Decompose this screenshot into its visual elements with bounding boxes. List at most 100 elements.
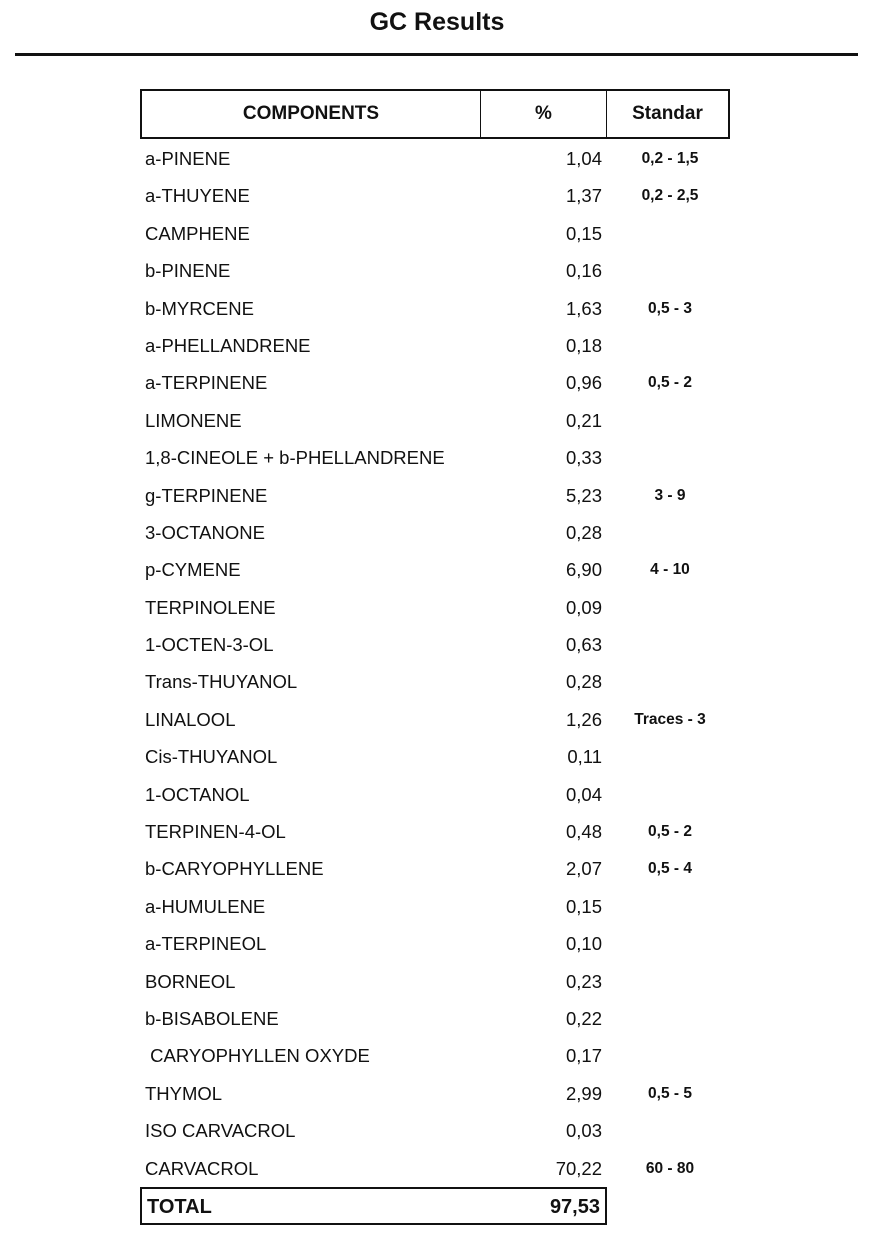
- table-row: g-TERPINENE 5,23 3 - 9: [140, 477, 740, 514]
- component-name: p-CYMENE: [145, 559, 241, 581]
- percent-value: 0,10: [565, 933, 602, 955]
- header-percent: %: [481, 91, 607, 137]
- percent-value: 0,22: [565, 1007, 602, 1029]
- standard-range: 0,5 - 2: [648, 374, 692, 392]
- percent-value: 2,99: [565, 1082, 602, 1104]
- standard-range: 3 - 9: [654, 486, 686, 504]
- component-name: b-CARYOPHYLLENE: [145, 858, 324, 880]
- component-name: 1-OCTEN-3-OL: [145, 634, 274, 656]
- component-name: a-THUYENE: [145, 185, 250, 207]
- table-body: a-PINENE 1,04 0,2 - 1,5 a-THUYENE 1,37 0,2 - …: [140, 140, 740, 1187]
- table-row: 1-OCTANOL 0,04: [140, 776, 740, 813]
- percent-value: 0,09: [565, 596, 602, 618]
- table-row: a-TERPINEOL 0,10: [140, 925, 740, 962]
- component-name: a-TERPINENE: [145, 372, 268, 394]
- table-row: a-PINENE 1,04 0,2 - 1,5: [140, 140, 740, 177]
- percent-value: 2,07: [565, 858, 602, 880]
- standard-range: Traces - 3: [634, 710, 706, 728]
- component-name: CARVACROL: [145, 1157, 259, 1179]
- percent-value: 0,21: [565, 409, 602, 431]
- title-divider: [15, 53, 858, 56]
- component-name: b-MYRCENE: [145, 297, 254, 319]
- component-name: LINALOOL: [145, 708, 236, 730]
- component-name: g-TERPINENE: [145, 484, 268, 506]
- standard-range: 0,2 - 2,5: [641, 187, 699, 205]
- table-row: CARYOPHYLLEN OXYDE 0,17: [140, 1037, 740, 1074]
- percent-value: 1,26: [565, 708, 602, 730]
- table-row: 3-OCTANONE 0,28: [140, 514, 740, 551]
- standard-range: 4 - 10: [650, 561, 690, 579]
- component-name: CAMPHENE: [145, 222, 250, 244]
- component-name: THYMOL: [145, 1082, 223, 1104]
- table-row: ISO CARVACROL 0,03: [140, 1112, 740, 1149]
- percent-value: 1,37: [565, 185, 602, 207]
- percent-value: 0,23: [565, 970, 602, 992]
- standard-range: 0,5 - 5: [648, 1084, 692, 1102]
- page-title: GC Results: [369, 8, 505, 36]
- total-label: TOTAL: [147, 1196, 212, 1218]
- percent-value: 0,28: [565, 521, 602, 543]
- component-name: b-BISABOLENE: [145, 1007, 279, 1029]
- total-value: 97,53: [549, 1196, 600, 1218]
- header-standard: Standar: [632, 103, 703, 124]
- percent-value: 0,63: [565, 634, 602, 656]
- percent-value: 0,33: [565, 447, 602, 469]
- standard-range: 0,5 - 3: [648, 299, 692, 317]
- component-name: CARYOPHYLLEN OXYDE: [145, 1045, 370, 1067]
- table-row: BORNEOL 0,23: [140, 963, 740, 1000]
- table-row: b-MYRCENE 1,63 0,5 - 3: [140, 290, 740, 327]
- percent-value: 0,48: [565, 821, 602, 843]
- component-name: TERPINOLENE: [145, 596, 276, 618]
- percent-value: 0,16: [565, 260, 602, 282]
- component-name: Trans-THUYANOL: [145, 671, 298, 693]
- percent-value: 6,90: [565, 559, 602, 581]
- component-name: 1-OCTANOL: [145, 783, 250, 805]
- percent-value: 70,22: [555, 1157, 602, 1179]
- total-row: TOTAL 97,53: [140, 1187, 607, 1225]
- table-row: a-THUYENE 1,37 0,2 - 2,5: [140, 177, 740, 214]
- standard-range: 60 - 80: [645, 1159, 695, 1177]
- component-name: BORNEOL: [145, 970, 236, 992]
- standard-range: 0,5 - 2: [648, 823, 692, 841]
- percent-value: 0,17: [565, 1045, 602, 1067]
- component-name: a-HUMULENE: [145, 895, 266, 917]
- table-row: THYMOL 2,99 0,5 - 5: [140, 1075, 740, 1112]
- table-row: p-CYMENE 6,90 4 - 10: [140, 551, 740, 588]
- header-components: COMPONENTS: [142, 91, 481, 137]
- table-header: COMPONENTS % Standar: [140, 89, 730, 139]
- standard-range: 0,2 - 1,5: [641, 150, 699, 167]
- component-name: Cis-THUYANOL: [145, 746, 278, 768]
- percent-value: 1,63: [565, 297, 602, 319]
- component-name: b-PINENE: [145, 260, 231, 282]
- percent-value: 5,23: [565, 484, 602, 506]
- table-row: CAMPHENE 0,15: [140, 215, 740, 252]
- component-name: ISO CARVACROL: [145, 1120, 296, 1142]
- table-row: 1-OCTEN-3-OL 0,63: [140, 626, 740, 663]
- standard-range: 0,5 - 4: [648, 860, 692, 878]
- table-row: CARVACROL 70,22 60 - 80: [140, 1150, 740, 1187]
- table-row: 1,8-CINEOLE + b-PHELLANDRENE 0,33: [140, 439, 740, 476]
- percent-value: 0,03: [565, 1120, 602, 1142]
- table-row: a-TERPINENE 0,96 0,5 - 2: [140, 364, 740, 401]
- percent-value: 0,18: [565, 334, 602, 356]
- percent-value: 1,04: [565, 148, 602, 169]
- table-row: Cis-THUYANOL 0,11: [140, 738, 740, 775]
- component-name: TERPINEN-4-OL: [145, 821, 286, 843]
- component-name: 3-OCTANONE: [145, 521, 265, 543]
- percent-value: 0,96: [565, 372, 602, 394]
- percent-value: 0,15: [565, 895, 602, 917]
- component-name: LIMONENE: [145, 409, 242, 431]
- component-name: a-PHELLANDRENE: [145, 334, 311, 356]
- percent-value: 0,04: [565, 783, 602, 805]
- table-row: TERPINEN-4-OL 0,48 0,5 - 2: [140, 813, 740, 850]
- table-row: LIMONENE 0,21: [140, 402, 740, 439]
- percent-value: 0,15: [565, 222, 602, 244]
- component-name: a-TERPINEOL: [145, 933, 267, 955]
- percent-value: 0,28: [565, 671, 602, 693]
- component-name: a-PINENE: [145, 148, 231, 169]
- table-row: a-HUMULENE 0,15: [140, 888, 740, 925]
- table-row: b-BISABOLENE 0,22: [140, 1000, 740, 1037]
- percent-value: 0,11: [567, 746, 602, 768]
- table-row: Trans-THUYANOL 0,28: [140, 663, 740, 700]
- table-row: b-PINENE 0,16: [140, 252, 740, 289]
